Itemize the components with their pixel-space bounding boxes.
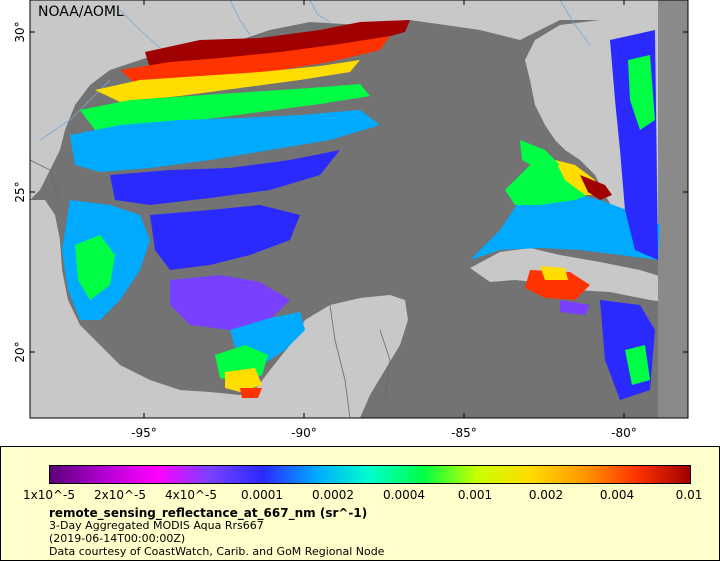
legend-dataset: 3-Day Aggregated MODIS Aqua Rrs667: [49, 519, 264, 532]
reflectance-data: [62, 20, 660, 400]
colorbar-label: 0.0001: [241, 488, 283, 502]
legend-panel: 1x10^-5 2x10^-5 4x10^-5 0.0001 0.0002 0.…: [0, 446, 720, 561]
colorbar-label: 0.002: [528, 488, 564, 502]
lon-label-85: -85°: [451, 426, 477, 440]
lat-label-20: 20°: [13, 341, 27, 362]
lon-label-95: -95°: [131, 426, 157, 440]
colorbar-label: 0.01: [675, 488, 703, 502]
atlantic-mask: [658, 0, 688, 418]
cuba-land: [470, 248, 688, 305]
colorbar-label: 2x10^-5: [93, 488, 147, 502]
lat-label-30: 30°: [13, 21, 27, 42]
lon-label-90: -90°: [291, 426, 317, 440]
colorbar-label: 4x10^-5: [164, 488, 218, 502]
lon-label-80: -80°: [611, 426, 637, 440]
colorbar-label: 0.0004: [383, 488, 425, 502]
map-border: [29, 0, 689, 419]
legend-date: (2019-06-14T00:00:00Z): [49, 532, 186, 545]
credit-label: NOAA/AOML: [38, 4, 124, 20]
lat-ticks: [30, 31, 688, 353]
colorbar-label: 0.001: [457, 488, 493, 502]
lat-label-25: 25°: [13, 181, 27, 202]
colorbar-label: 0.004: [599, 488, 635, 502]
legend-title: remote_sensing_reflectance_at_667_nm (sr…: [49, 506, 368, 520]
mexico-land: [30, 200, 408, 418]
lon-ticks: [143, 0, 625, 418]
colorbar-label: 0.0002: [312, 488, 354, 502]
borders: [30, 159, 391, 418]
colorbar: [49, 465, 691, 484]
colorbar-label: 1x10^-5: [22, 488, 76, 502]
legend-courtesy: Data courtesy of CoastWatch, Carib. and …: [49, 545, 385, 558]
us-gulf-coast-land: [30, 0, 600, 200]
